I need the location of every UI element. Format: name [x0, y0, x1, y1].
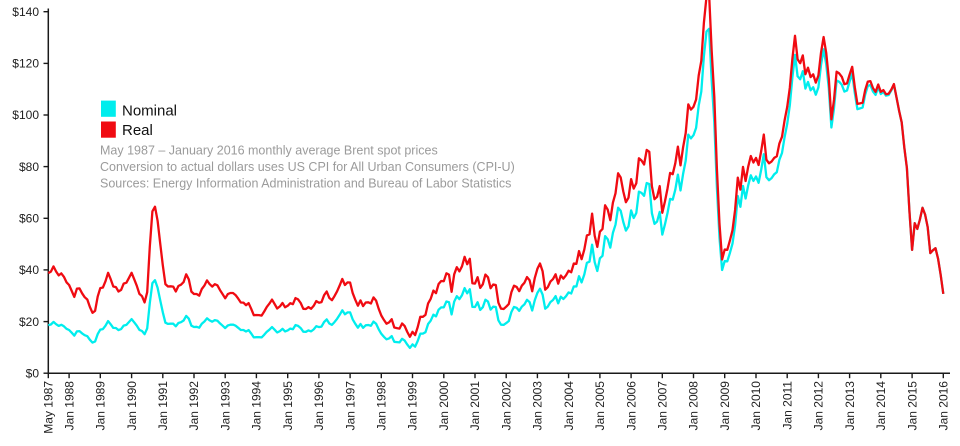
svg-text:Jan 1995: Jan 1995 [281, 381, 295, 431]
svg-text:Jan 1999: Jan 1999 [406, 381, 420, 431]
svg-text:Jan 2012: Jan 2012 [812, 381, 826, 431]
svg-text:$120: $120 [12, 57, 39, 71]
svg-text:Jan 2004: Jan 2004 [562, 381, 576, 431]
svg-text:Jan 2016: Jan 2016 [937, 381, 951, 431]
svg-text:$60: $60 [19, 212, 39, 226]
svg-text:Jan 2000: Jan 2000 [437, 381, 451, 431]
svg-text:Jan 2003: Jan 2003 [531, 381, 545, 431]
svg-text:Jan 2001: Jan 2001 [468, 381, 482, 431]
svg-text:Jan 1996: Jan 1996 [312, 381, 326, 431]
svg-text:$40: $40 [19, 263, 39, 277]
svg-text:Nominal: Nominal [122, 102, 177, 119]
svg-text:Jan 2005: Jan 2005 [593, 381, 607, 431]
svg-text:Jan 1989: Jan 1989 [94, 381, 108, 431]
svg-text:Jan 2010: Jan 2010 [749, 381, 763, 431]
svg-text:Jan 2014: Jan 2014 [874, 381, 888, 431]
svg-text:May 1987: May 1987 [42, 381, 56, 434]
svg-text:Jan 2006: Jan 2006 [624, 381, 638, 431]
svg-text:Jan 2009: Jan 2009 [718, 381, 732, 431]
svg-text:Jan 1992: Jan 1992 [187, 381, 201, 431]
svg-text:$80: $80 [19, 160, 39, 174]
svg-text:$140: $140 [12, 5, 39, 19]
svg-text:Jan 2008: Jan 2008 [687, 381, 701, 431]
svg-text:Jan 1994: Jan 1994 [250, 381, 264, 431]
svg-text:Jan 1993: Jan 1993 [218, 381, 232, 431]
svg-text:Jan 2007: Jan 2007 [656, 381, 670, 431]
svg-text:$0: $0 [26, 366, 40, 380]
svg-text:$20: $20 [19, 315, 39, 329]
svg-text:Jan 1988: Jan 1988 [62, 381, 76, 431]
svg-text:Jan 2015: Jan 2015 [905, 381, 919, 431]
svg-text:Jan 1998: Jan 1998 [375, 381, 389, 431]
svg-text:Jan 2002: Jan 2002 [499, 381, 513, 431]
svg-text:$100: $100 [12, 108, 39, 122]
svg-text:Jan 1990: Jan 1990 [125, 381, 139, 431]
svg-text:Jan 2013: Jan 2013 [843, 381, 857, 431]
svg-text:Sources: Energy Information Ad: Sources: Energy Information Administrati… [100, 177, 511, 191]
svg-text:May 1987 – January 2016 monthl: May 1987 – January 2016 monthly average … [100, 144, 438, 158]
svg-text:Jan 1991: Jan 1991 [156, 381, 170, 431]
svg-text:Jan 1997: Jan 1997 [343, 381, 357, 431]
svg-text:Jan 2011: Jan 2011 [780, 381, 794, 430]
svg-text:Conversion to actual dollars u: Conversion to actual dollars uses US CPI… [100, 160, 515, 174]
svg-text:Real: Real [122, 122, 153, 139]
